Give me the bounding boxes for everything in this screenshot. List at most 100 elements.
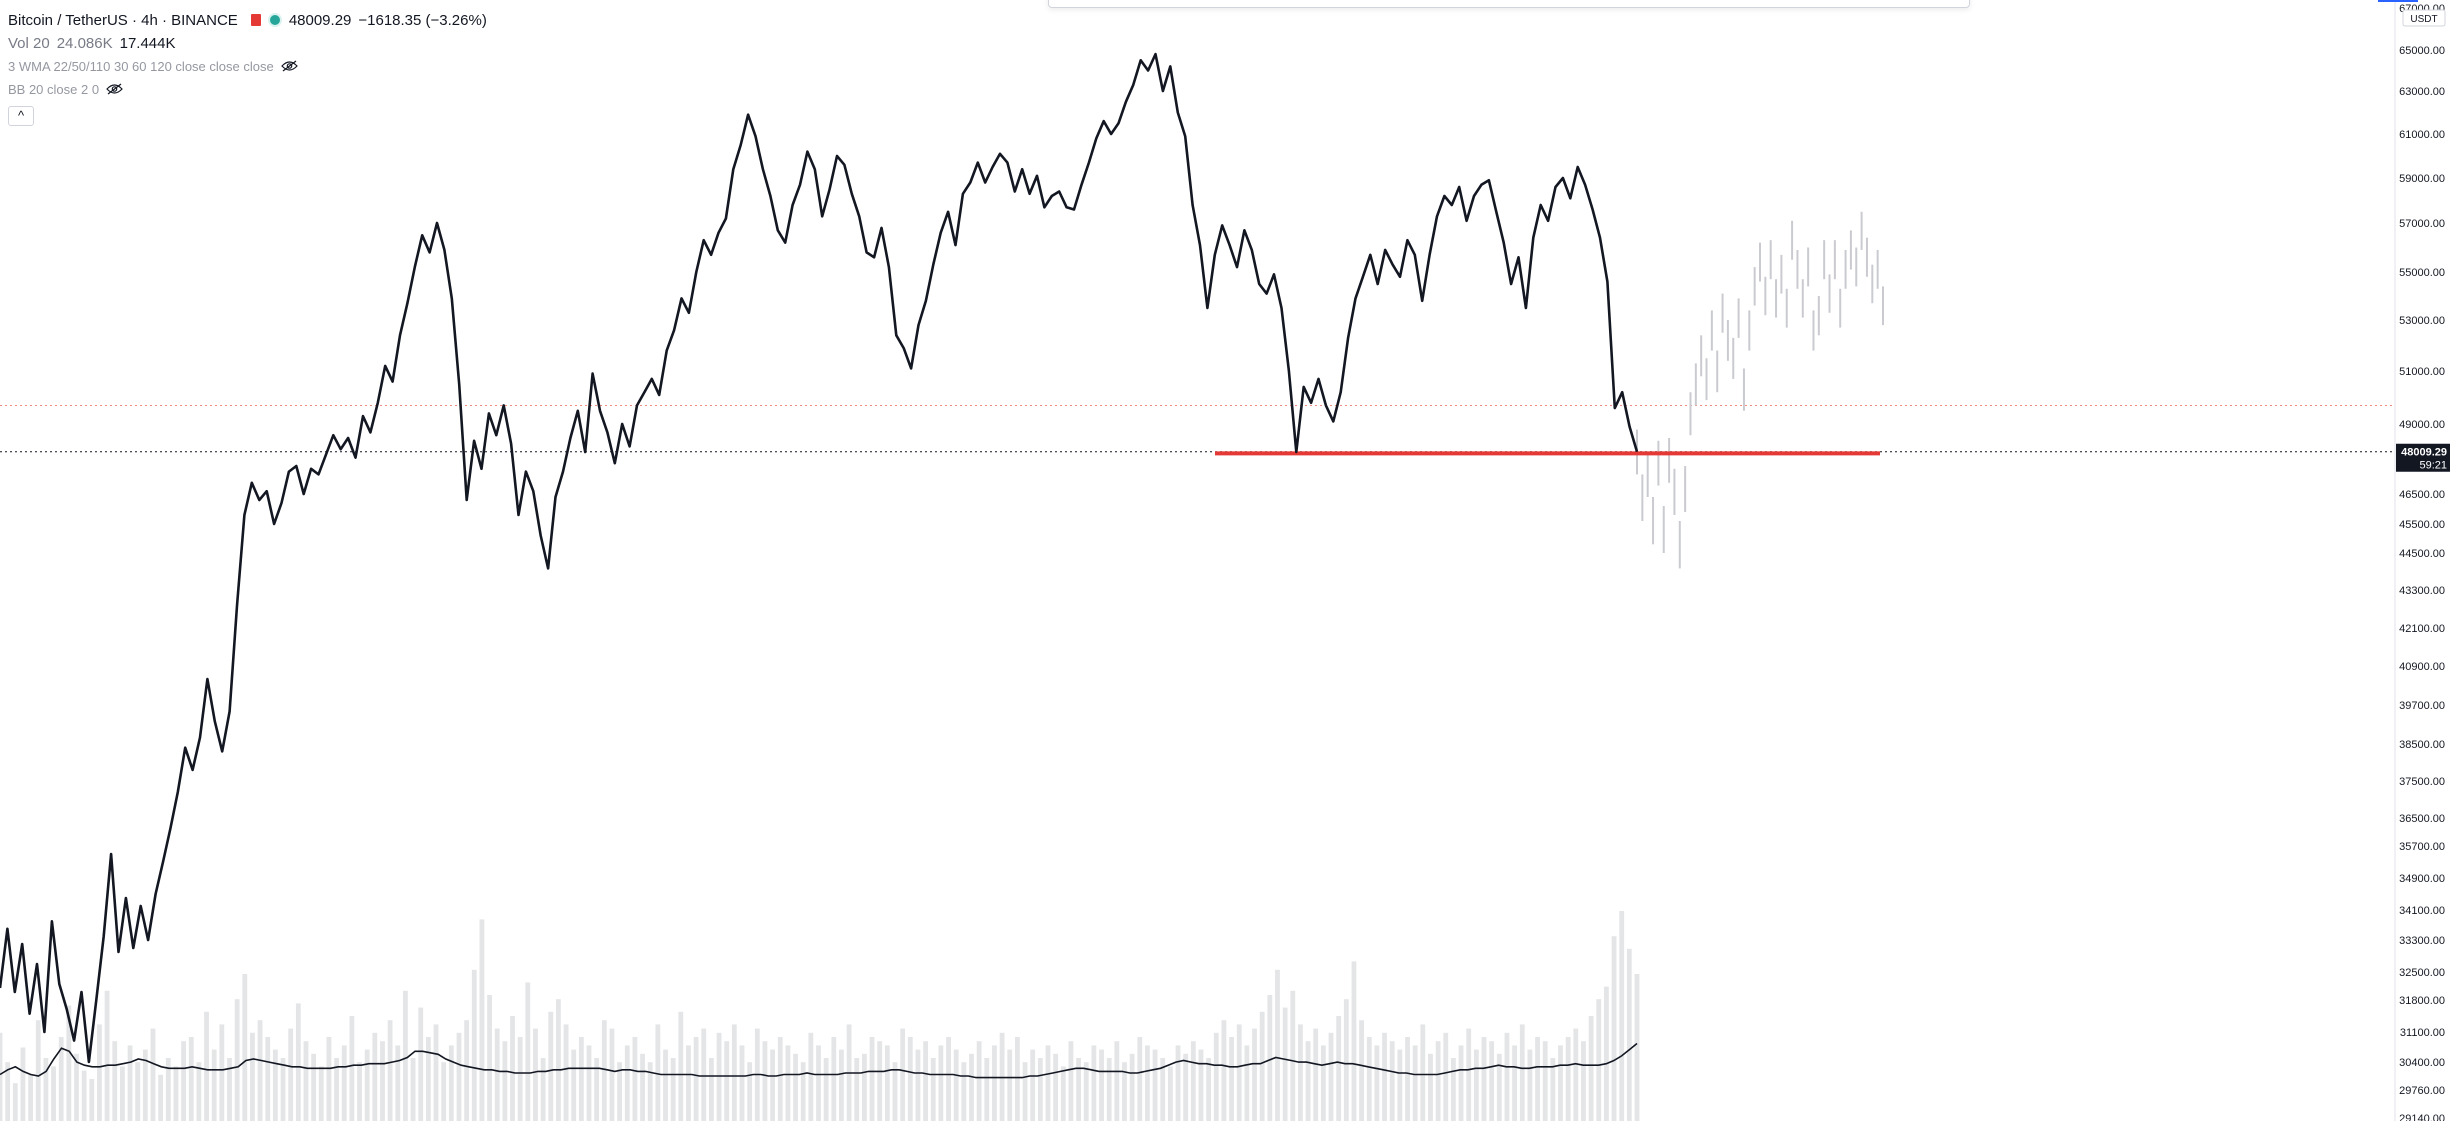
volume-bar [1114, 1041, 1120, 1121]
volume-bar [586, 1045, 592, 1121]
volume-bar [28, 1074, 33, 1121]
volume-label[interactable]: Vol 20 [8, 34, 50, 52]
y-axis-tick-label: 49000.00 [2399, 419, 2445, 431]
volume-bar [1588, 1016, 1594, 1121]
top-popup-panel [1048, 0, 1970, 8]
volume-bar [731, 1024, 737, 1121]
volume-bar [739, 1045, 745, 1121]
volume-bar [969, 1053, 974, 1121]
y-axis-tick-label: 29140.00 [2399, 1113, 2445, 1121]
volume-indicator-row[interactable]: Vol 20 24.086K 17.444K [8, 33, 494, 53]
y-axis-tick-label: 34900.00 [2399, 873, 2445, 885]
chart-legend: Bitcoin / TetherUS · 4h · BINANCE 48009.… [8, 10, 494, 102]
volume-bar [1313, 1028, 1319, 1121]
volume-bar [1137, 1037, 1143, 1121]
volume-bar [1068, 1041, 1074, 1121]
volume-bar [257, 1020, 263, 1121]
eye-hidden-icon[interactable] [106, 83, 123, 95]
volume-bar [502, 1041, 508, 1121]
currency-badge-label: USDT [2410, 14, 2437, 25]
y-axis-tick-label: 65000.00 [2399, 45, 2445, 57]
volume-bar [1014, 1037, 1020, 1121]
volume-bar [525, 982, 531, 1121]
y-axis-tick-label: 40900.00 [2399, 661, 2445, 673]
volume-bar [701, 1028, 707, 1121]
volume-bar [1244, 1045, 1250, 1121]
volume-bar [548, 1011, 554, 1121]
volume-bar [938, 1045, 944, 1121]
volume-bar [1519, 1024, 1525, 1121]
volume-bar [1611, 936, 1617, 1121]
volume-bar [150, 1028, 156, 1121]
volume-bar [1022, 1062, 1028, 1121]
volume-bar [81, 1070, 87, 1121]
wma-label[interactable]: 3 WMA 22/50/110 30 60 120 close close cl… [8, 58, 274, 74]
wma-indicator-row[interactable]: 3 WMA 22/50/110 30 60 120 close close cl… [8, 56, 494, 76]
y-axis-tick-label: 34100.00 [2399, 905, 2445, 917]
volume-bar [1596, 999, 1602, 1121]
volume-bar [1320, 1045, 1326, 1121]
volume-bar [1366, 1037, 1372, 1121]
volume-bar [1550, 1058, 1556, 1121]
countdown-label: 59:21 [2419, 460, 2447, 472]
flag-icon[interactable] [250, 14, 261, 26]
symbol-title[interactable]: Bitcoin / TetherUS · 4h · BINANCE [8, 11, 238, 29]
volume-bar [494, 1028, 500, 1121]
volume-bar [479, 919, 485, 1121]
volume-bar [1167, 1066, 1173, 1121]
volume-bar [900, 1028, 906, 1121]
market-status-icon [267, 13, 282, 27]
y-axis-tick-label: 55000.00 [2399, 267, 2445, 279]
symbol-row[interactable]: Bitcoin / TetherUS · 4h · BINANCE 48009.… [8, 10, 494, 30]
volume-bar [334, 1058, 339, 1121]
volume-bar [1542, 1041, 1548, 1121]
volume-bar [1206, 1058, 1212, 1121]
volume-bar [66, 1005, 72, 1121]
volume-bar [1458, 1045, 1464, 1121]
volume-bar [196, 1062, 202, 1121]
volume-bar [295, 1003, 301, 1121]
volume-bar [372, 1032, 378, 1121]
volume-bar [165, 1058, 171, 1121]
y-axis-tick-label: 44500.00 [2399, 548, 2445, 560]
volume-bar [74, 1053, 79, 1121]
volume-bar [816, 1045, 821, 1121]
volume-bar [930, 1058, 936, 1121]
collapse-legend-button[interactable]: ^ [8, 106, 34, 126]
volume-bar [1451, 1058, 1456, 1121]
volume-bar [471, 969, 477, 1121]
volume-bar [1083, 1062, 1089, 1121]
volume-bar [1275, 969, 1280, 1121]
volume-bar [1045, 1045, 1051, 1121]
volume-bar [1389, 1041, 1395, 1121]
volume-bar [693, 1037, 699, 1121]
volume-bar [1282, 1007, 1288, 1121]
volume-bar [311, 1053, 317, 1121]
volume-bar [670, 1058, 676, 1121]
y-axis-tick-label: 35700.00 [2399, 841, 2445, 853]
volume-bar [1481, 1037, 1487, 1121]
eye-hidden-icon[interactable] [280, 60, 298, 72]
volume-bar [5, 1062, 11, 1121]
volume-bar [953, 1049, 959, 1121]
volume-bar [1573, 1028, 1579, 1121]
bb-indicator-row[interactable]: BB 20 close 2 0 [8, 79, 494, 99]
volume-bar [533, 1028, 538, 1121]
volume-bar [1160, 1058, 1166, 1121]
bb-label[interactable]: BB 20 close 2 0 [8, 81, 100, 97]
volume-bar [1619, 911, 1625, 1121]
volume-bar [1412, 1045, 1418, 1121]
volume-bar [211, 1049, 217, 1121]
volume-bar [1213, 1032, 1219, 1121]
volume-bar [1053, 1053, 1059, 1121]
volume-bar [1236, 1024, 1242, 1121]
volume-bar [785, 1045, 791, 1121]
volume-bar [89, 1079, 95, 1121]
volume-bar [946, 1037, 951, 1121]
volume-bar [127, 1045, 133, 1121]
volume-bar [288, 1028, 294, 1121]
volume-bar [410, 1058, 416, 1121]
volume-bar [1359, 1020, 1365, 1121]
